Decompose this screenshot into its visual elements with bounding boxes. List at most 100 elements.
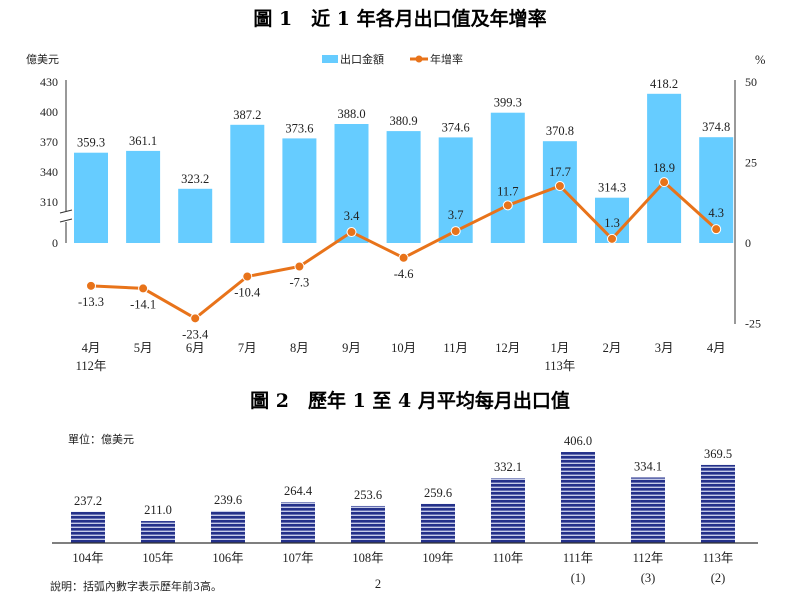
rank-label: (2) xyxy=(711,571,726,585)
growth-rate-point xyxy=(711,224,722,235)
export-bar xyxy=(647,93,682,243)
bar-value-label: 314.3 xyxy=(598,181,626,195)
growth-rate-point xyxy=(659,177,670,188)
bar-value-label: 237.2 xyxy=(74,494,102,508)
x-axis-year-label: 111年 xyxy=(563,551,593,565)
bar-value-label: 380.9 xyxy=(390,114,418,128)
left-axis-tick: 340 xyxy=(40,165,58,179)
export-bar xyxy=(334,124,369,243)
left-axis-tick: 0 xyxy=(52,236,58,250)
chart2-unit: 單位：億美元 xyxy=(68,432,134,446)
average-export-bar xyxy=(421,503,455,543)
x-axis-year-label: 113年 xyxy=(545,359,576,373)
x-axis-month-label: 3月 xyxy=(655,341,674,355)
average-export-bar xyxy=(701,464,735,543)
bar-value-label: 264.4 xyxy=(284,484,313,498)
export-bar xyxy=(542,141,577,243)
left-axis-tick: 370 xyxy=(40,135,58,149)
bar-value-label: 332.1 xyxy=(494,460,522,474)
bar-value-label: 370.8 xyxy=(546,124,574,138)
average-export-bar xyxy=(281,502,315,543)
growth-rate-point xyxy=(398,252,409,263)
export-bar xyxy=(282,138,317,243)
x-axis-month-label: 5月 xyxy=(134,341,153,355)
bar-value-label: 211.0 xyxy=(144,503,172,517)
bar-value-label: 374.8 xyxy=(702,120,730,134)
chart1-right-axis-unit: % xyxy=(755,53,765,67)
x-axis-year-label: 107年 xyxy=(282,551,313,565)
legend-swatch-bar xyxy=(322,55,338,63)
average-export-bar xyxy=(631,477,665,543)
bar-value-label: 418.2 xyxy=(650,77,678,91)
right-axis-tick: 50 xyxy=(745,75,757,89)
rank-label: (3) xyxy=(641,571,656,585)
export-bar xyxy=(178,188,213,243)
growth-rate-label: 3.4 xyxy=(344,209,360,223)
chart2-title: 圖 2 歷年 1 至 4 月平均每月出口值 xyxy=(250,389,570,412)
bar-value-label: 373.6 xyxy=(285,121,313,135)
growth-rate-label: 3.7 xyxy=(448,208,464,222)
left-axis-tick: 400 xyxy=(40,105,58,119)
x-axis-month-label: 4月 xyxy=(707,341,726,355)
bar-value-label: 369.5 xyxy=(704,447,732,461)
growth-rate-label: -4.6 xyxy=(394,267,414,281)
bar-value-label: 323.2 xyxy=(181,172,209,186)
x-axis-month-label: 9月 xyxy=(342,341,361,355)
average-export-bar xyxy=(211,510,245,543)
x-axis-month-label: 1月 xyxy=(551,341,570,355)
x-axis-month-label: 11月 xyxy=(443,341,468,355)
bar-value-label: 334.1 xyxy=(634,459,662,473)
growth-rate-point xyxy=(607,233,617,244)
x-axis-year-label: 113年 xyxy=(703,551,734,565)
growth-rate-point xyxy=(450,226,461,237)
x-axis-year-label: 106年 xyxy=(212,551,243,565)
average-export-bar xyxy=(141,521,175,543)
growth-rate-point xyxy=(242,271,253,282)
export-bar xyxy=(74,152,108,243)
x-axis-year-label: 105年 xyxy=(142,551,173,565)
page-number: 2 xyxy=(375,577,381,591)
legend-label-bar: 出口金額 xyxy=(340,52,384,66)
growth-rate-label: 1.3 xyxy=(604,216,620,230)
right-axis-tick: -25 xyxy=(745,317,761,331)
bar-value-label: 253.6 xyxy=(354,488,382,502)
rank-label: (1) xyxy=(571,571,586,585)
chart2-note: 說明：括弧內數字表示歷年前3高。 xyxy=(50,579,222,593)
bar-value-label: 259.6 xyxy=(424,486,452,500)
average-export-bar xyxy=(351,505,385,543)
growth-rate-point xyxy=(294,261,305,272)
growth-rate-label: 18.9 xyxy=(653,161,675,175)
legend-swatch-marker xyxy=(415,55,423,63)
growth-rate-label: -10.4 xyxy=(234,285,261,299)
chart1-title: 圖 1 近 1 年各月出口值及年增率 xyxy=(253,7,546,30)
x-axis-year-label: 109年 xyxy=(422,551,453,565)
growth-rate-label: -23.4 xyxy=(182,327,209,341)
x-axis-month-label: 7月 xyxy=(238,341,257,355)
right-axis-tick: 25 xyxy=(745,156,757,170)
x-axis-year-label: 112年 xyxy=(76,359,107,373)
growth-rate-point xyxy=(86,280,96,291)
right-axis-tick: 0 xyxy=(745,236,751,250)
average-export-bar xyxy=(71,511,105,543)
x-axis-month-label: 12月 xyxy=(495,341,520,355)
x-axis-month-label: 4月 xyxy=(82,341,101,355)
bar-value-label: 374.6 xyxy=(442,120,470,134)
growth-rate-point xyxy=(502,200,513,211)
chart1-legend: 出口金額 年增率 xyxy=(322,52,463,66)
average-export-bar xyxy=(561,452,595,543)
bar-value-label: 388.0 xyxy=(337,107,365,121)
growth-rate-label: 4.3 xyxy=(708,206,724,220)
bar-value-label: 359.3 xyxy=(77,136,105,150)
x-axis-month-label: 10月 xyxy=(391,341,416,355)
growth-rate-point xyxy=(190,313,201,324)
export-bar xyxy=(490,112,525,243)
legend-label-line: 年增率 xyxy=(430,52,463,66)
growth-rate-label: -7.3 xyxy=(290,276,310,290)
bar-value-label: 406.0 xyxy=(564,434,592,448)
average-export-bar xyxy=(491,478,525,543)
growth-rate-label: -14.1 xyxy=(130,297,156,311)
x-axis-year-label: 104年 xyxy=(72,551,103,565)
x-axis-year-label: 110年 xyxy=(493,551,524,565)
x-axis-year-label: 108年 xyxy=(352,551,383,565)
